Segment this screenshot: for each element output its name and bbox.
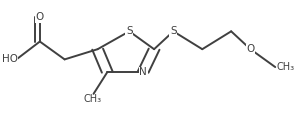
Text: CH₃: CH₃ — [83, 94, 101, 104]
Text: O: O — [36, 12, 44, 22]
Text: CH₃: CH₃ — [277, 62, 295, 72]
Text: HO: HO — [2, 54, 18, 64]
Text: O: O — [246, 44, 255, 54]
Text: N: N — [139, 67, 147, 77]
Text: S: S — [170, 26, 177, 36]
Text: S: S — [126, 26, 133, 36]
